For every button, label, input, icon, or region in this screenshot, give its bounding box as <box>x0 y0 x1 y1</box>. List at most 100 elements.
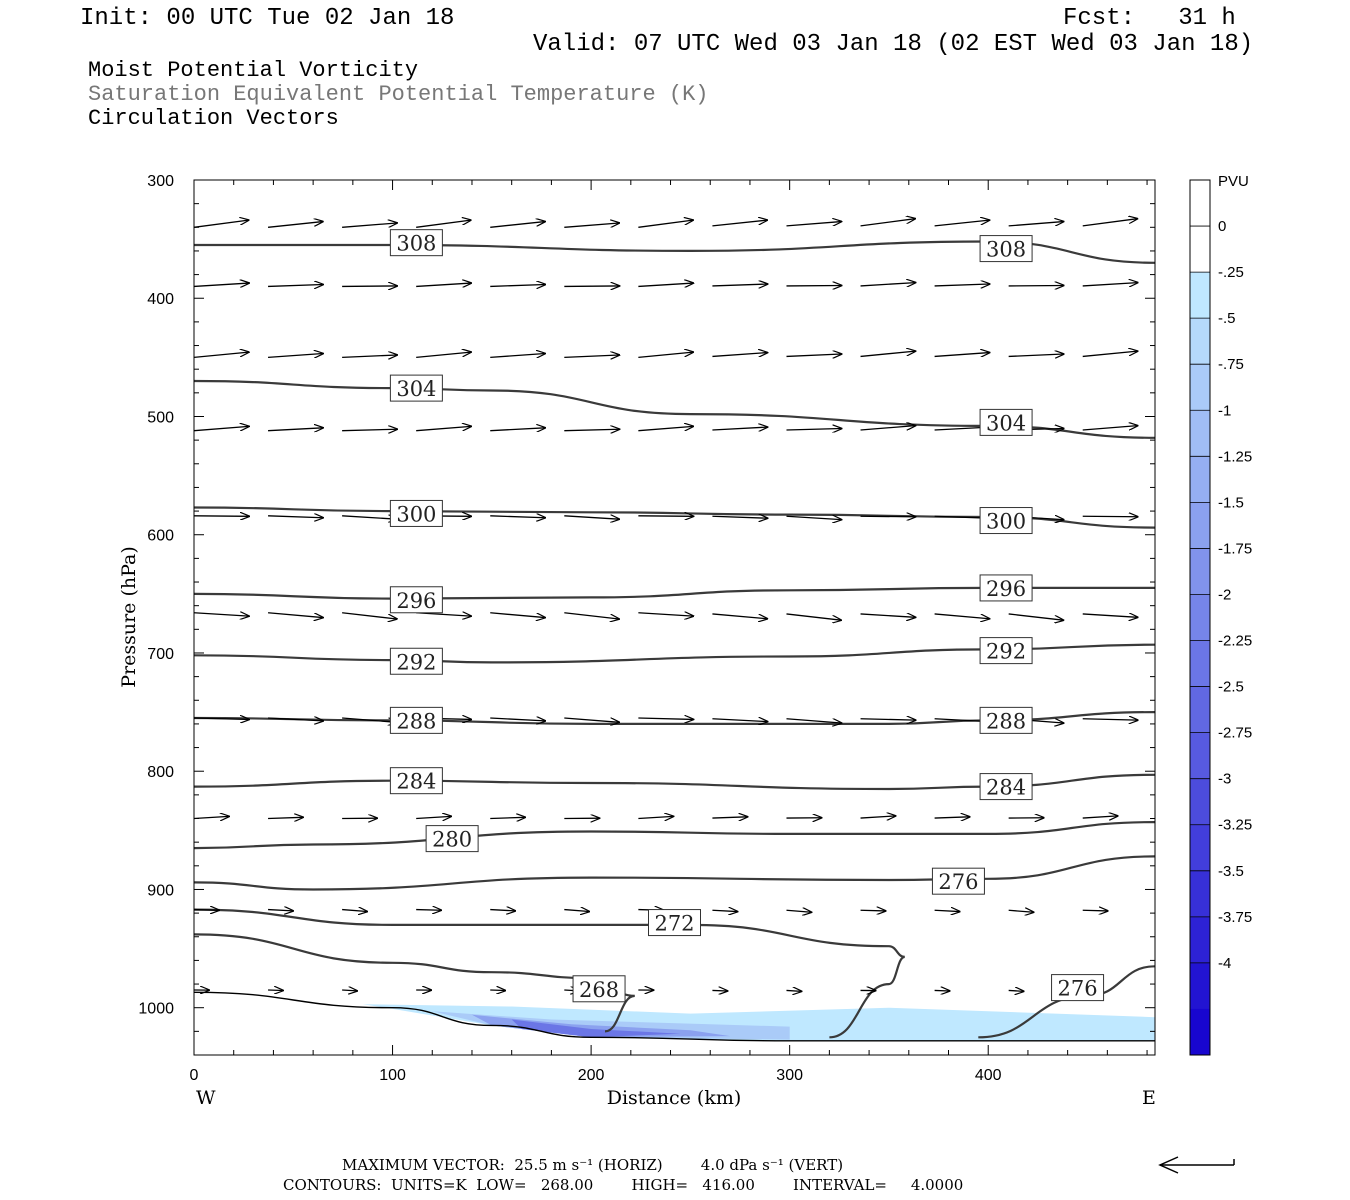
circulation-vector <box>564 516 619 519</box>
colorbar-label: 0 <box>1218 218 1226 235</box>
circulation-vector <box>268 910 293 911</box>
contour-label-box <box>979 637 1033 665</box>
circulation-vector <box>1082 219 1138 227</box>
colorbar-swatch <box>1190 594 1210 642</box>
colorbar-label: -2.25 <box>1218 633 1252 650</box>
circulation-vector <box>712 516 767 518</box>
contour-label-268: 268 <box>579 978 619 1002</box>
circulation-vector <box>638 283 693 286</box>
circulation-vector <box>194 352 249 359</box>
plot-frame <box>193 179 1156 1056</box>
y-tick-label: 300 <box>147 173 174 190</box>
circulation-vector <box>638 426 693 432</box>
contour-label-284: 284 <box>986 776 1026 800</box>
contour-label-272: 272 <box>654 912 694 936</box>
colorbar-swatch <box>1190 870 1210 918</box>
y-tick-label: 800 <box>147 764 174 781</box>
circulation-vector <box>268 428 323 431</box>
colorbar-swatch <box>1190 1008 1210 1056</box>
colorbar-label: -2.75 <box>1218 725 1252 742</box>
circulation-vector <box>416 220 471 228</box>
circulation-vector <box>934 353 990 357</box>
circulation-vector <box>564 429 619 430</box>
circulation-vector <box>712 613 767 619</box>
y-tick-label: 600 <box>147 528 174 545</box>
colorbar-swatch <box>1190 778 1210 826</box>
circulation-vector <box>490 910 515 911</box>
colorbar-label: -.5 <box>1218 310 1236 327</box>
circulation-vector <box>860 719 916 720</box>
circulation-vector <box>860 816 896 818</box>
contour-label-box <box>425 825 479 853</box>
colorbar-label: -3 <box>1218 771 1231 788</box>
contour-label-304: 304 <box>986 411 1026 435</box>
colorbar-label: -1.75 <box>1218 540 1252 557</box>
circulation-vector <box>638 718 693 719</box>
circulation-vector <box>194 613 249 616</box>
circulation-vector <box>1082 816 1118 818</box>
forecast-hour: Fcst: 31 h <box>1063 5 1236 32</box>
colorbar-label: -1.5 <box>1218 494 1244 511</box>
x-tick-label: 300 <box>776 1067 803 1084</box>
contour-label-box <box>389 647 443 675</box>
colorbar-swatch <box>1190 962 1210 1010</box>
contour-280 <box>194 821 1155 850</box>
colorbar-swatch <box>1190 640 1210 688</box>
reference-vector-icon <box>1158 1156 1235 1174</box>
field-title-theta-es: Saturation Equivalent Potential Temperat… <box>88 82 709 107</box>
circulation-vector <box>786 222 841 227</box>
circulation-vector <box>860 351 916 358</box>
contour-label-box <box>979 574 1033 602</box>
circulation-vector <box>786 613 841 620</box>
y-axis-label: Pressure (hPa) <box>118 546 140 688</box>
field-title-vectors: Circulation Vectors <box>88 106 339 131</box>
circulation-vector <box>860 614 916 617</box>
colorbar-swatch <box>1190 548 1210 595</box>
circulation-vector <box>860 426 916 431</box>
circulation-vector <box>342 355 397 357</box>
circulation-vector <box>712 817 747 818</box>
contour-label-292: 292 <box>396 650 436 674</box>
circulation-vector <box>712 990 727 991</box>
circulation-vector <box>268 990 283 991</box>
contour-label-308: 308 <box>396 232 436 256</box>
field-title-pv: Moist Potential Vorticity <box>88 58 419 83</box>
circulation-vector <box>490 516 545 518</box>
pv-colorbar: PVU 0 -.25 -.5 -.75 -1 -1.25 -1.5 -1.75 -2 -2.25 -2… <box>1189 173 1252 1056</box>
colorbar-swatch <box>1190 272 1210 319</box>
contour-label-276: 276 <box>1058 977 1098 1001</box>
contour-label-284: 284 <box>396 770 436 794</box>
circulation-vector <box>638 220 693 228</box>
contour-label-box <box>979 773 1033 801</box>
circulation-vector <box>1082 283 1138 286</box>
x-tick-label: 100 <box>379 1067 406 1084</box>
y-tick-label: 1000 <box>138 1001 174 1018</box>
circulation-vector <box>490 817 525 818</box>
contour-label-box <box>979 235 1033 263</box>
circulation-vector <box>1008 222 1064 227</box>
y-tick-label: 500 <box>147 409 174 426</box>
contour-label-288: 288 <box>986 709 1026 733</box>
circulation-vector <box>564 717 619 722</box>
circulation-vector <box>416 352 471 359</box>
circulation-vector <box>194 816 229 818</box>
colorbar-label: -1.25 <box>1218 448 1252 465</box>
contour-label-box <box>572 975 626 1003</box>
colorbar-label: -.25 <box>1218 264 1244 281</box>
contour-268 <box>194 933 636 1033</box>
circulation-vector <box>786 429 841 430</box>
circulation-vector <box>564 355 619 357</box>
circulation-vector <box>860 910 886 911</box>
circulation-vector <box>564 612 619 619</box>
pv-shade <box>511 1019 681 1038</box>
circulation-vector <box>786 354 841 356</box>
circulation-vector <box>638 613 693 616</box>
surface-line <box>194 991 1155 1042</box>
circulation-vector <box>1008 354 1064 356</box>
circulation-vector <box>712 220 767 227</box>
contour-label-box <box>389 499 443 527</box>
colorbar-swatch <box>1190 916 1210 964</box>
colorbar-units: PVU <box>1218 173 1249 190</box>
colorbar-swatch <box>1190 364 1210 411</box>
circulation-vector <box>268 284 323 286</box>
